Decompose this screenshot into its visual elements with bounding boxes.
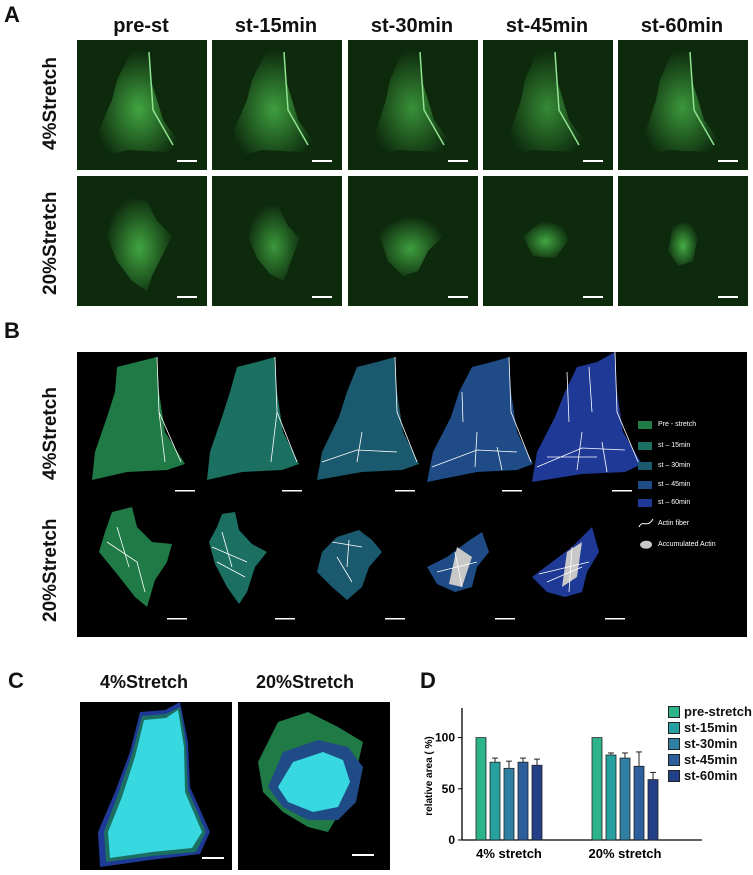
- micrograph-4pct-pre-st: [77, 40, 207, 170]
- legend-label-st-60min: st-60min: [684, 768, 738, 783]
- legend-swatch-st-15min: [668, 722, 680, 734]
- panel-b-label: B: [4, 318, 20, 343]
- actin-fiber-icon: [638, 518, 654, 528]
- scale-bar: [583, 160, 603, 162]
- panel-b-schematic: [77, 351, 747, 637]
- legend-label-st-45min: st – 45min: [658, 481, 691, 488]
- bar-st-15min-0: [489, 761, 501, 841]
- legend-swatch-st-30min: [638, 462, 652, 470]
- legend-label-pre-stretch: Pre - stretch: [658, 421, 697, 428]
- cell-outline-4pct-pre: [92, 356, 185, 480]
- x-category-label: 20% stretch: [589, 846, 662, 861]
- column-header-pre-st: pre-st: [113, 15, 169, 37]
- micrograph-20pct-st-60min: [618, 176, 748, 306]
- scale-bar: [312, 296, 332, 298]
- panel-c-title-4pct: 4%Stretch: [100, 672, 189, 692]
- bar-st-15min-1: [605, 754, 617, 841]
- y-tick-label: 100: [435, 731, 455, 745]
- bar-st-30min-0: [503, 767, 515, 841]
- micrograph-4pct-st-45min: [483, 40, 613, 170]
- y-axis-label: relative area ( %): [424, 736, 435, 816]
- overlay-4pct-stretch: [80, 702, 232, 870]
- scale-bar: [177, 160, 197, 162]
- column-header-st-60min: st-60min: [640, 15, 724, 37]
- legend-label-st-30min: st – 30min: [658, 462, 691, 469]
- micrograph-4pct-st-30min: [348, 40, 478, 170]
- scale-bar: [718, 160, 738, 162]
- column-header-st-15min: st-15min: [234, 15, 318, 37]
- column-header-st-45min: st-45min: [505, 15, 589, 37]
- overlay-20pct-stretch: [238, 702, 390, 870]
- scale-bar: [202, 857, 224, 859]
- legend-swatch-st-45min: [638, 481, 652, 489]
- legend-label-st-45min: st-45min: [684, 752, 738, 767]
- scale-bar: [448, 296, 468, 298]
- legend-label-actin-fiber: Actin fiber: [658, 520, 690, 527]
- bar-pre-stretch-1: [591, 737, 603, 841]
- legend-label-st-15min: st-15min: [684, 720, 738, 735]
- legend-swatch-st-60min: [668, 770, 680, 782]
- panel-d-label: D: [420, 668, 436, 693]
- legend-label-st-30min: st-30min: [684, 736, 738, 751]
- row-header-4pct: 4%Stretch: [40, 57, 61, 150]
- legend-swatch-st-15min: [638, 442, 652, 450]
- bar-st-45min-1: [633, 765, 645, 841]
- scale-bar: [312, 160, 332, 162]
- legend-swatch-pre-stretch: [638, 421, 652, 429]
- legend-swatch-st-30min: [668, 738, 680, 750]
- micrograph-20pct-st-15min: [212, 176, 342, 306]
- panel-a-label: A: [4, 2, 20, 27]
- accumulated-actin-icon: [640, 540, 653, 549]
- scale-bar: [583, 296, 603, 298]
- legend-label-pre-stretch: pre-stretch: [684, 704, 752, 719]
- bar-st-60min-1: [647, 779, 659, 841]
- legend-swatch-st-45min: [668, 754, 680, 766]
- scale-bar: [352, 854, 374, 856]
- legend-label-st-15min: st – 15min: [658, 442, 691, 449]
- y-tick-label: 50: [442, 782, 456, 796]
- bar-st-60min-0: [531, 764, 543, 841]
- panel-b-row-header-20pct: 20%Stretch: [40, 518, 61, 623]
- micrograph-20pct-pre-st: [77, 176, 207, 306]
- bar-st-45min-0: [517, 761, 529, 841]
- column-header-st-30min: st-30min: [370, 15, 454, 37]
- legend-swatch-pre-stretch: [668, 706, 680, 718]
- micrograph-4pct-st-60min: [618, 40, 748, 170]
- scale-bar: [718, 296, 738, 298]
- panel-c-title-20pct: 20%Stretch: [256, 672, 355, 692]
- bar-pre-stretch-0: [475, 737, 487, 841]
- legend-swatch-st-60min: [638, 499, 652, 507]
- row-header-20pct: 20%Stretch: [40, 191, 61, 296]
- micrograph-20pct-st-30min: [348, 176, 478, 306]
- x-category-label: 4% stretch: [476, 846, 542, 861]
- scale-bar: [448, 160, 468, 162]
- legend-label-accumulated-actin: Accumulated Actin: [658, 541, 716, 548]
- legend-label-st-60min: st – 60min: [658, 499, 691, 506]
- micrograph-20pct-st-45min: [483, 176, 613, 306]
- micrograph-4pct-st-15min: [212, 40, 342, 170]
- scale-bar: [177, 296, 197, 298]
- panel-c-label: C: [8, 668, 24, 693]
- panel-b-row-header-4pct: 4%Stretch: [40, 387, 61, 480]
- bar-st-30min-1: [619, 757, 631, 841]
- y-tick-label: 0: [448, 833, 455, 847]
